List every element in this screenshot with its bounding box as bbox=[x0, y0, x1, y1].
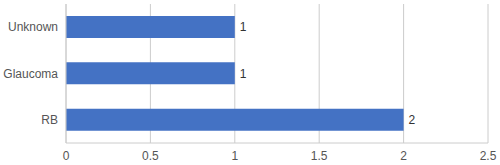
svg-text:1: 1 bbox=[240, 67, 247, 81]
svg-text:2: 2 bbox=[400, 149, 407, 163]
svg-text:0: 0 bbox=[63, 149, 70, 163]
svg-text:1: 1 bbox=[240, 20, 247, 34]
svg-text:RB: RB bbox=[41, 113, 58, 127]
svg-text:2: 2 bbox=[409, 113, 416, 127]
svg-text:1.5: 1.5 bbox=[311, 149, 328, 163]
svg-text:Unknown: Unknown bbox=[8, 20, 58, 34]
svg-text:1: 1 bbox=[231, 149, 238, 163]
svg-text:0.5: 0.5 bbox=[142, 149, 159, 163]
svg-text:Glaucoma: Glaucoma bbox=[8, 67, 58, 81]
svg-text:2.5: 2.5 bbox=[480, 149, 492, 163]
